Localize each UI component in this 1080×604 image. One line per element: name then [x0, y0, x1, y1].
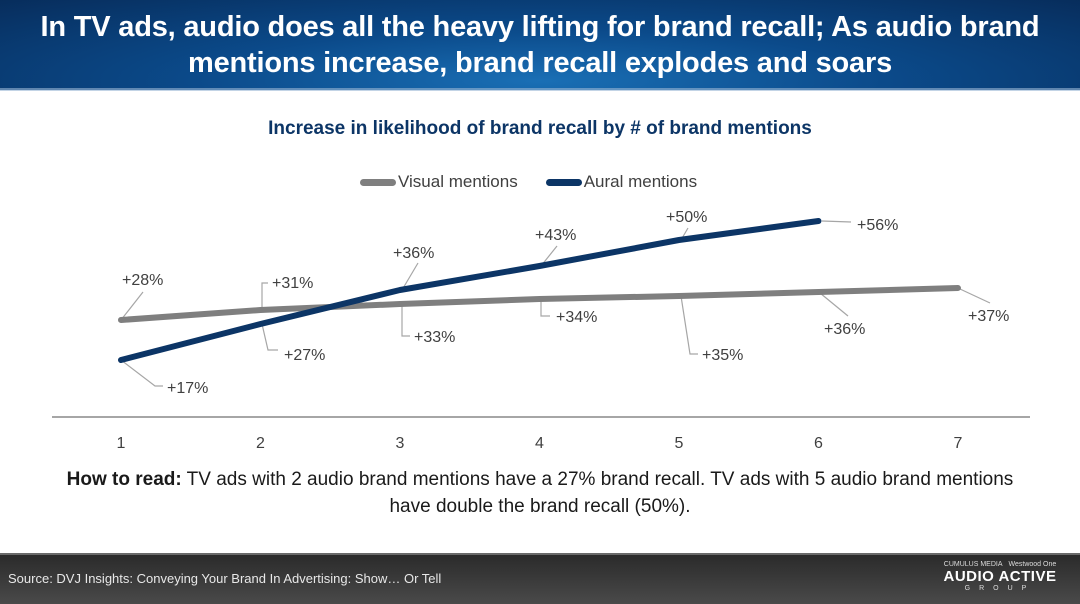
how-to-read-label: How to read: [66, 469, 182, 490]
legend-item-aural: Aural mentions [545, 172, 698, 192]
data-label: +36% [824, 321, 865, 338]
data-label-leader-line [821, 220, 852, 223]
x-tick-label: 3 [396, 435, 405, 452]
data-label: +27% [284, 347, 325, 364]
x-tick-label: 1 [117, 435, 126, 452]
data-label-leader-line [680, 295, 698, 355]
logo-sub-text: GROUP [964, 585, 1036, 592]
logo-main-text: AUDIO ACTIVE [943, 568, 1057, 585]
legend-label-visual: Visual mentions [398, 172, 518, 191]
data-label: +43% [535, 227, 576, 244]
data-label: +33% [414, 329, 455, 346]
header-banner: In TV ads, audio does all the heavy lift… [0, 0, 1080, 90]
legend-swatch-aural [545, 178, 582, 186]
aural-mentions-line [118, 218, 822, 363]
data-label-leader-line [819, 292, 849, 317]
legend-label-aural: Aural mentions [583, 172, 698, 191]
westwood-one-logo: Westwood One [1008, 561, 1057, 568]
cumulus-logo: CUMULUS MEDIA [943, 561, 1003, 568]
how-to-read-note: How to read: TV ads with 2 audio brand m… [60, 466, 1020, 520]
data-label-leader-line [261, 323, 278, 351]
data-label: +31% [272, 275, 313, 292]
visual-mentions-line [118, 285, 961, 323]
legend-swatch-visual [360, 178, 396, 186]
x-tick-label: 6 [814, 435, 823, 452]
data-label-leader-line [401, 262, 419, 291]
data-label-leader-line [959, 288, 991, 304]
data-label: +37% [968, 308, 1009, 325]
page-title: In TV ads, audio does all the heavy lift… [40, 11, 1040, 79]
x-tick-label: 5 [675, 435, 684, 452]
data-label: +36% [393, 245, 434, 262]
x-tick-label: 7 [954, 435, 963, 452]
chart-legend: Visual mentions Aural mentions [360, 170, 697, 194]
data-label-leader-line [120, 359, 163, 387]
how-to-read-text: TV ads with 2 audio brand mentions have … [181, 469, 1014, 517]
audio-active-group-logo: CUMULUS MEDIA Westwood One AUDIO ACTIVE … [930, 561, 1070, 592]
x-tick-label: 4 [535, 435, 544, 452]
data-label-leader-line [261, 282, 268, 308]
data-label-leader-line [120, 291, 144, 321]
data-label-leader-line [401, 305, 410, 337]
x-tick-label: 2 [256, 435, 265, 452]
source-citation: Source: DVJ Insights: Conveying Your Bra… [8, 571, 442, 586]
data-label: +34% [556, 309, 597, 326]
chart-title: Increase in likelihood of brand recall b… [268, 118, 812, 139]
legend-item-visual: Visual mentions [360, 172, 518, 192]
line-chart: 1 2 3 4 5 6 7 +28% +31% +33% +34% +35% +36% +37% +17% +… [52, 209, 1030, 452]
header-divider [0, 88, 1080, 91]
data-label: +17% [167, 380, 208, 397]
footer-bar: Source: DVJ Insights: Conveying Your Bra… [0, 553, 1080, 604]
data-label: +28% [122, 272, 163, 289]
data-label: +56% [857, 217, 898, 234]
data-label-leader-line [540, 299, 550, 317]
data-label: +50% [666, 209, 707, 226]
data-label: +35% [702, 347, 743, 364]
